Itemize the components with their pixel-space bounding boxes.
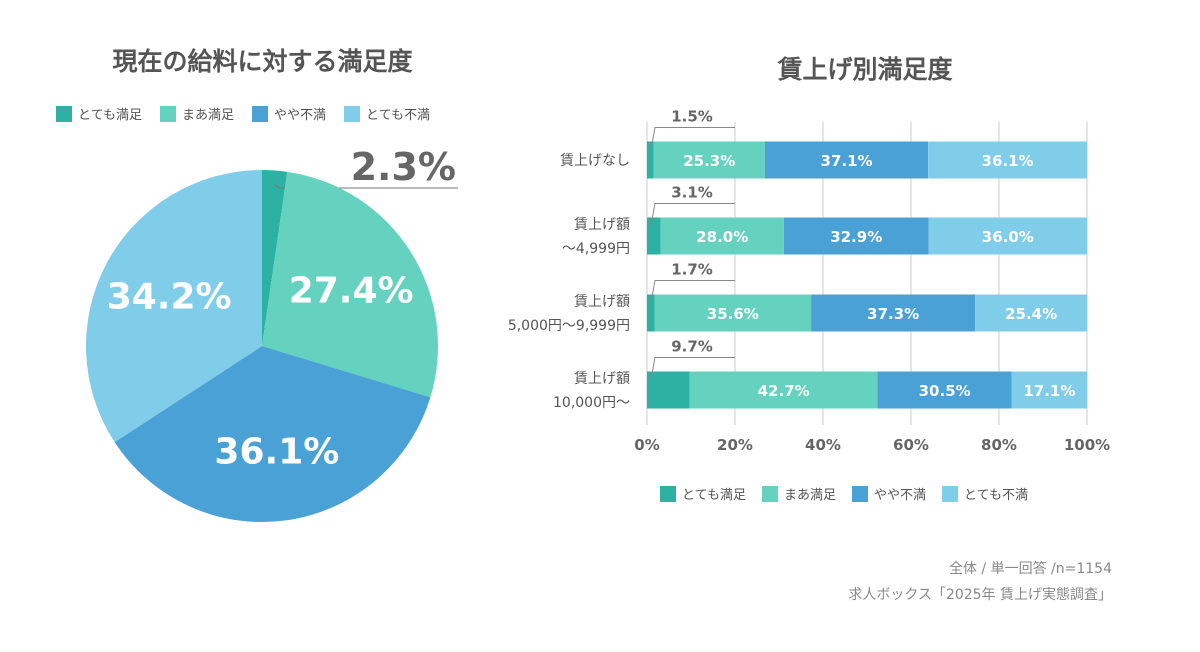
legend-item: まあ満足 [761,484,836,503]
bar-segment [1011,371,1087,409]
x-tick-label: 40% [805,436,841,454]
legend-label: とても不満 [964,488,1028,503]
legend-label: まあ満足 [181,108,234,123]
legend-label: とても満足 [78,108,142,123]
pie-slice-1 [262,171,438,398]
category-label: 賃上げなし [560,153,630,169]
bar-segment [928,217,1087,255]
bar-data-label: 1.7% [671,261,713,279]
legend-item: やや不満 [851,484,926,503]
category-label: 賃上げ額 [574,217,630,233]
pie-label: 27.4% [289,270,414,311]
legend-label: とても不満 [366,108,430,123]
bar-data-label: 9.7% [671,338,713,356]
legend-item: とても満足 [56,104,142,123]
bar-data-label: 28.0% [696,228,748,246]
category-label: 賃上げ額 [574,294,630,310]
bar-segment [928,141,1087,179]
bar-segment [647,141,654,179]
x-tick-label: 0% [634,436,659,454]
bar-segment [877,371,1012,409]
bar-data-label: 32.9% [830,228,882,246]
legend-swatch [159,105,176,122]
legend-label: やや不満 [273,108,326,123]
bar-segment [647,217,661,255]
bar-leader-line [650,280,735,303]
pie-legend: とても満足 まあ満足 やや不満 とても不満 [56,104,430,123]
bar-data-label: 36.1% [982,152,1034,170]
bar-segment [764,141,929,179]
pie-leader-line [274,184,458,189]
legend-item: やや不満 [251,104,326,123]
legend-swatch [851,485,868,502]
bar-data-label: 37.1% [821,152,873,170]
bar-data-label: 17.1% [1023,382,1075,400]
bar-leader-line [650,357,735,380]
bar-data-label: 37.3% [867,305,919,323]
legend-item: とても満足 [660,484,746,503]
category-label: 賃上げ額 [574,371,630,387]
bar-segment [654,294,812,332]
legend-label: まあ満足 [783,488,836,503]
pie-slice-2 [114,346,431,523]
bar-segment [647,371,690,409]
pie-label: 34.2% [107,277,232,318]
category-label: 5,000円〜9,999円 [508,318,630,334]
pie-title: 現在の給料に対する満足度 [112,47,413,76]
bar-segment [647,294,655,332]
bar-segment [783,217,929,255]
x-tick-label: 20% [717,436,753,454]
legend-swatch [761,485,778,502]
bar-legend: とても満足 まあ満足 やや不満 とても不満 [660,484,1028,503]
bar-data-label: 30.5% [919,382,971,400]
bar-segment [975,294,1087,332]
bar-segment [689,371,878,409]
footer-sample-note: 全体 / 単一回答 /n=1154 [948,561,1112,577]
legend-swatch [56,105,72,122]
legend-item: とても不満 [942,484,1028,503]
bar-data-label: 42.7% [758,382,810,400]
legend-swatch [251,105,268,122]
bar-leader-line [650,203,735,226]
x-tick-label: 60% [893,436,929,454]
bar-data-label: 25.4% [1005,305,1057,323]
legend-item: とても不満 [344,104,430,123]
bar-data-label: 35.6% [707,305,759,323]
bar-data-label: 36.0% [982,228,1034,246]
pie-slice-3 [85,170,263,443]
bar-data-label: 3.1% [671,184,713,202]
bar-leader-line [650,127,735,150]
legend-label: やや不満 [873,488,926,503]
bar-segment [811,294,976,332]
legend-swatch [660,485,676,502]
x-tick-label: 100% [1064,436,1110,454]
category-label: 10,000円〜 [553,395,630,411]
bar-data-label: 1.5% [671,108,713,126]
pie-label: 36.1% [214,432,339,473]
bar-data-label: 25.3% [683,152,735,170]
legend-swatch [942,485,958,502]
footer-source: 求人ボックス「2025年 賃上げ実態調査」 [848,587,1112,603]
legend-label: とても満足 [682,488,746,503]
legend-item: まあ満足 [159,104,234,123]
category-label: 〜4,999円 [562,241,630,257]
bar-title: 賃上げ別満足度 [777,55,953,84]
legend-swatch [344,105,360,122]
pie-slice-0 [262,170,288,346]
pie-label: 2.3% [351,145,456,189]
bar-segment [660,217,784,255]
x-tick-label: 80% [981,436,1017,454]
bar-segment [653,141,765,179]
